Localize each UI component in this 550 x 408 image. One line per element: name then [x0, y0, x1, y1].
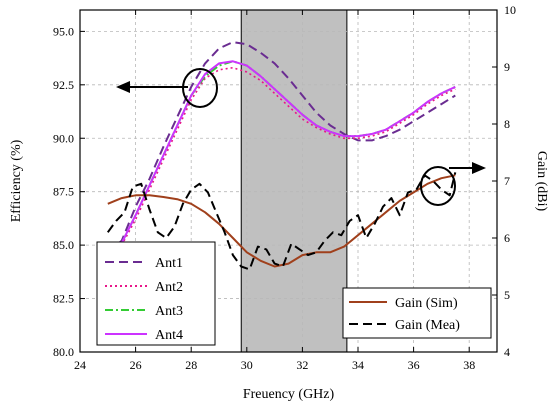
y-left-tick-label: 80.0 [53, 345, 74, 359]
gain-callout-arrowhead [472, 162, 486, 174]
x-tick-label: 26 [130, 358, 142, 372]
y-right-tick-label: 5 [504, 288, 510, 302]
x-tick-label: 34 [352, 358, 364, 372]
y-left-tick-label: 95.0 [53, 24, 74, 38]
efficiency-legend-label: Ant3 [155, 304, 183, 319]
y-left-tick-label: 92.5 [53, 78, 74, 92]
efficiency-series-ant1 [107, 41, 456, 253]
x-tick-label: 30 [241, 358, 253, 372]
gain-series-gain-mea [106, 172, 457, 271]
gain-legend-label: Gain (Sim) [395, 296, 458, 311]
y-right-tick-label: 10 [504, 3, 516, 17]
shaded-frequency-band [240, 9, 348, 353]
y-right-tick-label: 9 [504, 60, 510, 74]
y-right-tick-label: 8 [504, 117, 510, 131]
efficiency-callout-arrowhead [116, 81, 130, 93]
y-right-tick-label: 4 [504, 345, 510, 359]
y-left-axis-title: Efficiency (%) [9, 139, 24, 222]
y-right-tick-label: 7 [504, 174, 510, 188]
x-tick-label: 32 [296, 358, 308, 372]
efficiency-legend-box [96, 241, 216, 346]
x-tick-label: 38 [463, 358, 475, 372]
gain-callout-circle [420, 166, 456, 206]
gain-legend-label: Gain (Mea) [395, 318, 460, 333]
y-right-tick-label: 6 [504, 231, 510, 245]
x-tick-label: 36 [408, 358, 420, 372]
efficiency-series-ant2 [107, 66, 456, 253]
x-axis-title: Freuency (GHz) [243, 387, 335, 402]
gain-legend-box [342, 287, 492, 339]
y-left-tick-label: 85.0 [53, 238, 74, 252]
x-tick-label: 28 [185, 358, 197, 372]
efficiency-legend-label: Ant2 [155, 280, 183, 295]
x-tick-label: 24 [74, 358, 86, 372]
gain-series-gain-sim [107, 174, 456, 268]
y-left-tick-label: 87.5 [53, 185, 74, 199]
efficiency-series-ant4 [107, 60, 456, 251]
efficiency-legend-label: Ant4 [155, 328, 183, 343]
efficiency-legend-label: Ant1 [155, 256, 183, 271]
y-left-tick-label: 82.5 [53, 292, 74, 306]
y-left-tick-label: 90.0 [53, 131, 74, 145]
y-right-axis-title: Gain (dBi) [534, 151, 549, 212]
